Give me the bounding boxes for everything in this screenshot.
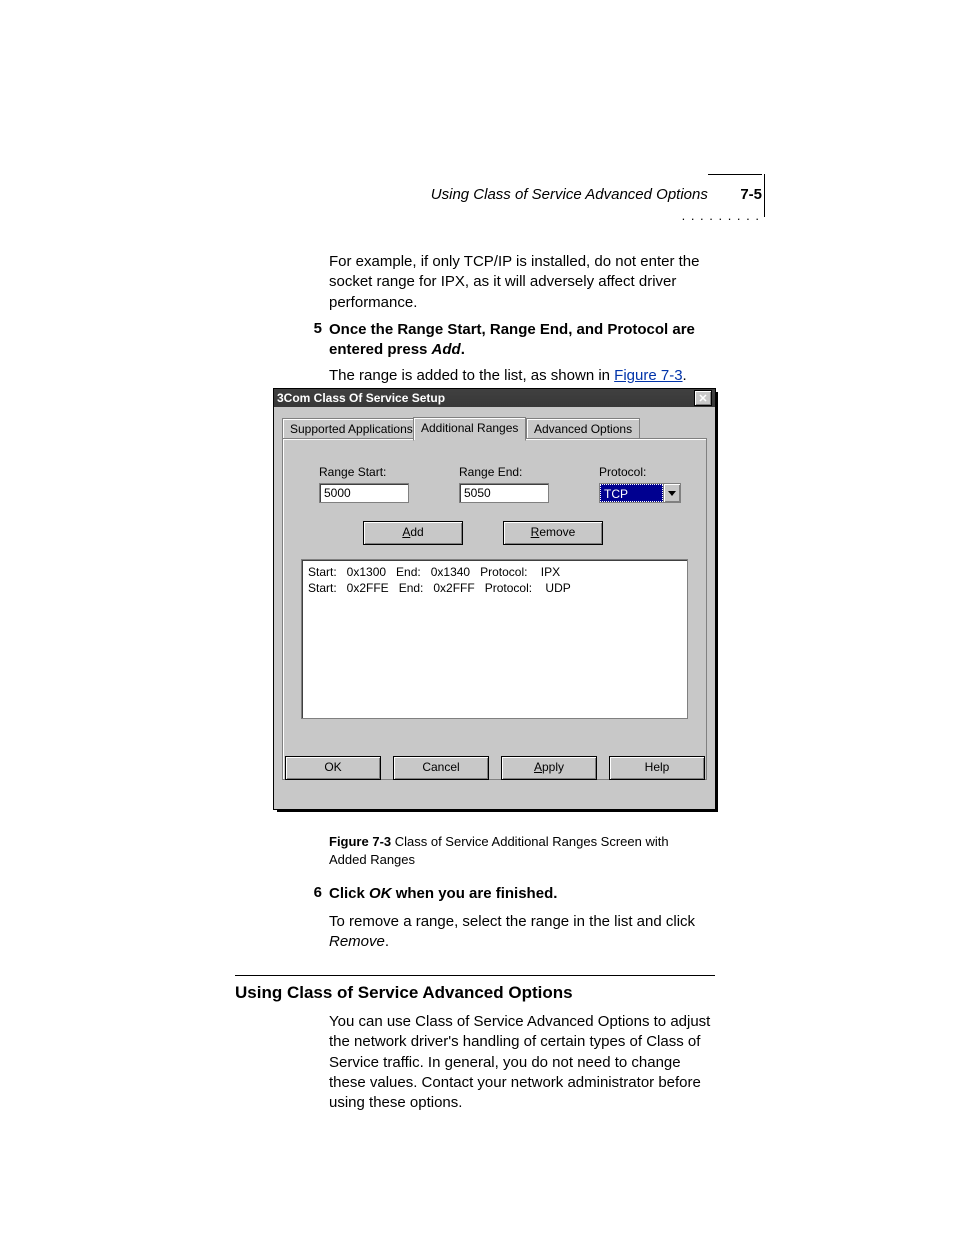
step-5-title-a: Once the Range Start, Range End, and Pro… [329,321,695,358]
apply-button-rest: pply [542,760,564,774]
figure-caption-label: Figure 7-3 [329,834,391,849]
tabstrip: Supported Applications Additional Ranges… [282,417,707,439]
protocol-value: TCP [600,484,663,502]
titlebar[interactable]: 3Com Class Of Service Setup ✕ [274,389,715,407]
ranges-listbox[interactable]: Start: 0x1300 End: 0x1340 Protocol: IPX … [301,559,688,719]
range-start-input[interactable]: 5000 [319,483,409,503]
section-paragraph: You can use Class of Service Advanced Op… [329,1012,719,1113]
range-start-label: Range Start: [319,465,409,479]
help-button[interactable]: Help [609,756,705,780]
step-6-after: To remove a range, select the range in t… [329,912,719,953]
step-5-number: 5 [302,320,322,337]
step-6-number: 6 [302,884,322,901]
step-5-title-c: . [461,341,465,358]
step-6-title-a: Click [329,885,369,902]
header-rule [708,174,762,175]
remove-button[interactable]: Remove [503,521,603,545]
section-heading: Using Class of Service Advanced Options [235,983,573,1003]
section-rule [235,975,715,976]
tab-additional-ranges[interactable]: Additional Ranges [413,417,526,441]
step-5-after: The range is added to the list, as shown… [329,366,719,386]
range-end-label: Range End: [459,465,549,479]
step-6-after-i: Remove [329,933,385,950]
step-6-after-a: To remove a range, select the range in t… [329,913,695,930]
header-tick [764,174,765,217]
protocol-label: Protocol: [599,465,681,479]
tab-advanced-options[interactable]: Advanced Options [526,418,640,439]
chevron-down-icon[interactable] [663,484,680,502]
tab-supported-applications[interactable]: Supported Applications [282,418,421,439]
cancel-button[interactable]: Cancel [393,756,489,780]
add-button-rest: dd [410,525,423,539]
tab-panel: Range Start: 5000 Range End: 5050 Protoc… [282,438,707,780]
ok-button[interactable]: OK [285,756,381,780]
figure-caption: Figure 7-3 Class of Service Additional R… [329,833,669,868]
step-6-title: Click OK when you are finished. [329,884,719,904]
add-button[interactable]: Add [363,521,463,545]
step-5-after-a: The range is added to the list, as shown… [329,367,614,384]
close-icon[interactable]: ✕ [694,390,712,406]
step-5-title-b: Add [432,341,461,358]
page-header: Using Class of Service Advanced Options … [242,186,762,204]
step-6-after-b: . [385,933,389,950]
range-end-input[interactable]: 5050 [459,483,549,503]
step-5-after-b: . [683,367,687,384]
titlebar-text: 3Com Class Of Service Setup [277,391,445,405]
step-6-title-b: OK [369,885,392,902]
step-5-title: Once the Range Start, Range End, and Pro… [329,320,719,361]
header-dots: . . . . . . . . . [682,208,760,223]
header-text: Using Class of Service Advanced Options [431,186,708,203]
remove-button-rest: emove [539,525,575,539]
protocol-select[interactable]: TCP [599,483,681,503]
apply-button[interactable]: Apply [501,756,597,780]
figure-link[interactable]: Figure 7-3 [614,367,682,384]
dialog-window: 3Com Class Of Service Setup ✕ Supported … [273,388,716,810]
intro-paragraph: For example, if only TCP/IP is installed… [329,252,719,313]
page-number: 7-5 [740,186,762,203]
step-6-title-c: when you are finished. [392,885,558,902]
